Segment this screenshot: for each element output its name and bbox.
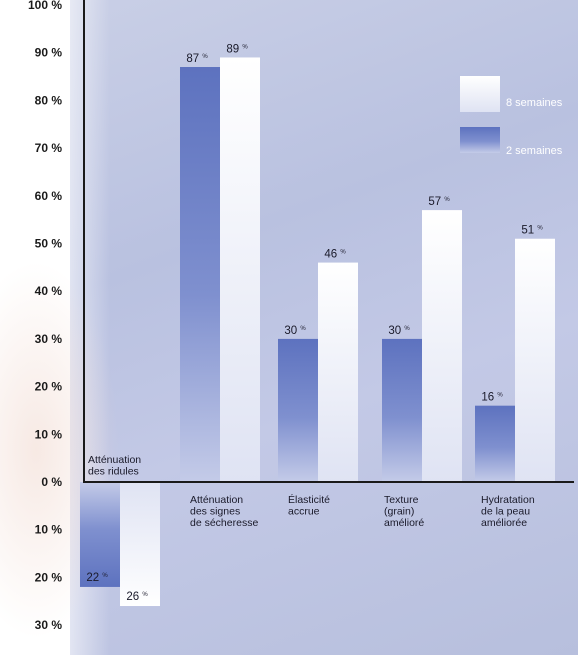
y-tick-label: 30 % <box>35 618 63 632</box>
category-label: Atténuation des ridules <box>88 454 141 478</box>
bar-2-semaines <box>475 405 515 482</box>
y-tick-label: 70 % <box>35 141 63 155</box>
data-label: 16 % <box>481 392 503 404</box>
y-tick-label: 20 % <box>35 380 63 394</box>
category-label: Texture (grain) amélioré <box>384 494 424 529</box>
category-label: Atténuation des signes de sécheresse <box>190 494 258 529</box>
data-label: 87 % <box>186 53 208 65</box>
bar-8-semaines <box>120 482 160 607</box>
legend-label: 2 semaines <box>506 145 563 157</box>
bar-2-semaines <box>278 338 318 482</box>
legend-swatch-8-semaines <box>460 76 500 112</box>
data-label: 30 % <box>284 325 306 337</box>
y-tick-label: 30 % <box>35 332 63 346</box>
y-tick-label: 60 % <box>35 189 63 203</box>
y-tick-label: 50 % <box>35 237 63 251</box>
category-label: Élasticité accrue <box>288 493 330 518</box>
data-label: 51 % <box>521 225 543 237</box>
bar-2-semaines <box>382 338 422 482</box>
bar-8-semaines <box>220 57 260 482</box>
bar-8-semaines <box>318 262 358 482</box>
bar-8-semaines <box>422 210 462 483</box>
legend-swatch-2-semaines <box>460 127 500 153</box>
y-tick-label: 0 % <box>41 475 62 489</box>
bar-2-semaines <box>80 482 120 587</box>
data-label: 46 % <box>324 249 346 261</box>
y-tick-label: 80 % <box>35 93 63 107</box>
y-tick-label: 10 % <box>35 427 63 441</box>
y-tick-label: 100 % <box>28 0 62 12</box>
bar-2-semaines <box>180 67 220 482</box>
bar-8-semaines <box>515 238 555 482</box>
category-label: Hydratation de la peau améliorée <box>481 494 535 529</box>
y-tick-label: 90 % <box>35 46 63 60</box>
y-tick-label: 10 % <box>35 523 63 537</box>
y-tick-label: 40 % <box>35 284 63 298</box>
legend-label: 8 semaines <box>506 97 563 109</box>
data-label: 89 % <box>226 43 248 55</box>
data-label: 30 % <box>388 325 410 337</box>
y-tick-label: 20 % <box>35 570 63 584</box>
data-label: 57 % <box>428 196 450 208</box>
